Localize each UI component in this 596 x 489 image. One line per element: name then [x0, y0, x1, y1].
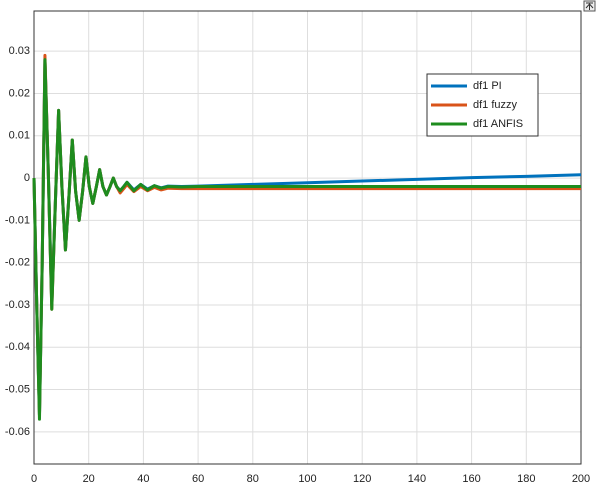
legend-label: df1 fuzzy [473, 99, 518, 111]
x-tick-label: 140 [408, 473, 426, 485]
legend-label: df1 ANFIS [473, 118, 523, 130]
y-tick-label: -0.03 [5, 299, 30, 311]
x-tick-label: 60 [192, 473, 204, 485]
legend: df1 PI df1 fuzzy df1 ANFIS [426, 73, 539, 137]
x-tick-label: 180 [517, 473, 535, 485]
y-tick-label: -0.02 [5, 257, 30, 269]
x-tick-label: 200 [572, 473, 590, 485]
y-tick-label: -0.04 [5, 341, 30, 353]
y-tick-label: 0.03 [9, 45, 30, 57]
x-tick-label: 100 [298, 473, 316, 485]
x-tick-label: 40 [137, 473, 149, 485]
y-tick-label: -0.06 [5, 426, 30, 438]
toolbar-icon[interactable] [583, 0, 596, 12]
y-tick-label: -0.05 [5, 383, 30, 395]
x-tick-label: 80 [247, 473, 259, 485]
x-tick-label: 0 [31, 473, 37, 485]
series-line [32, 58, 581, 421]
y-tick-label: -0.01 [5, 214, 30, 226]
y-tick-label: 0.01 [9, 130, 30, 142]
x-tick-label: 120 [353, 473, 371, 485]
legend-label: df1 PI [473, 80, 502, 92]
y-tick-label: 0.02 [9, 87, 30, 99]
icon-glyph [585, 2, 594, 10]
x-tick-label: 20 [83, 473, 95, 485]
y-tick-label: 0 [24, 172, 30, 184]
x-tick-label: 160 [462, 473, 480, 485]
